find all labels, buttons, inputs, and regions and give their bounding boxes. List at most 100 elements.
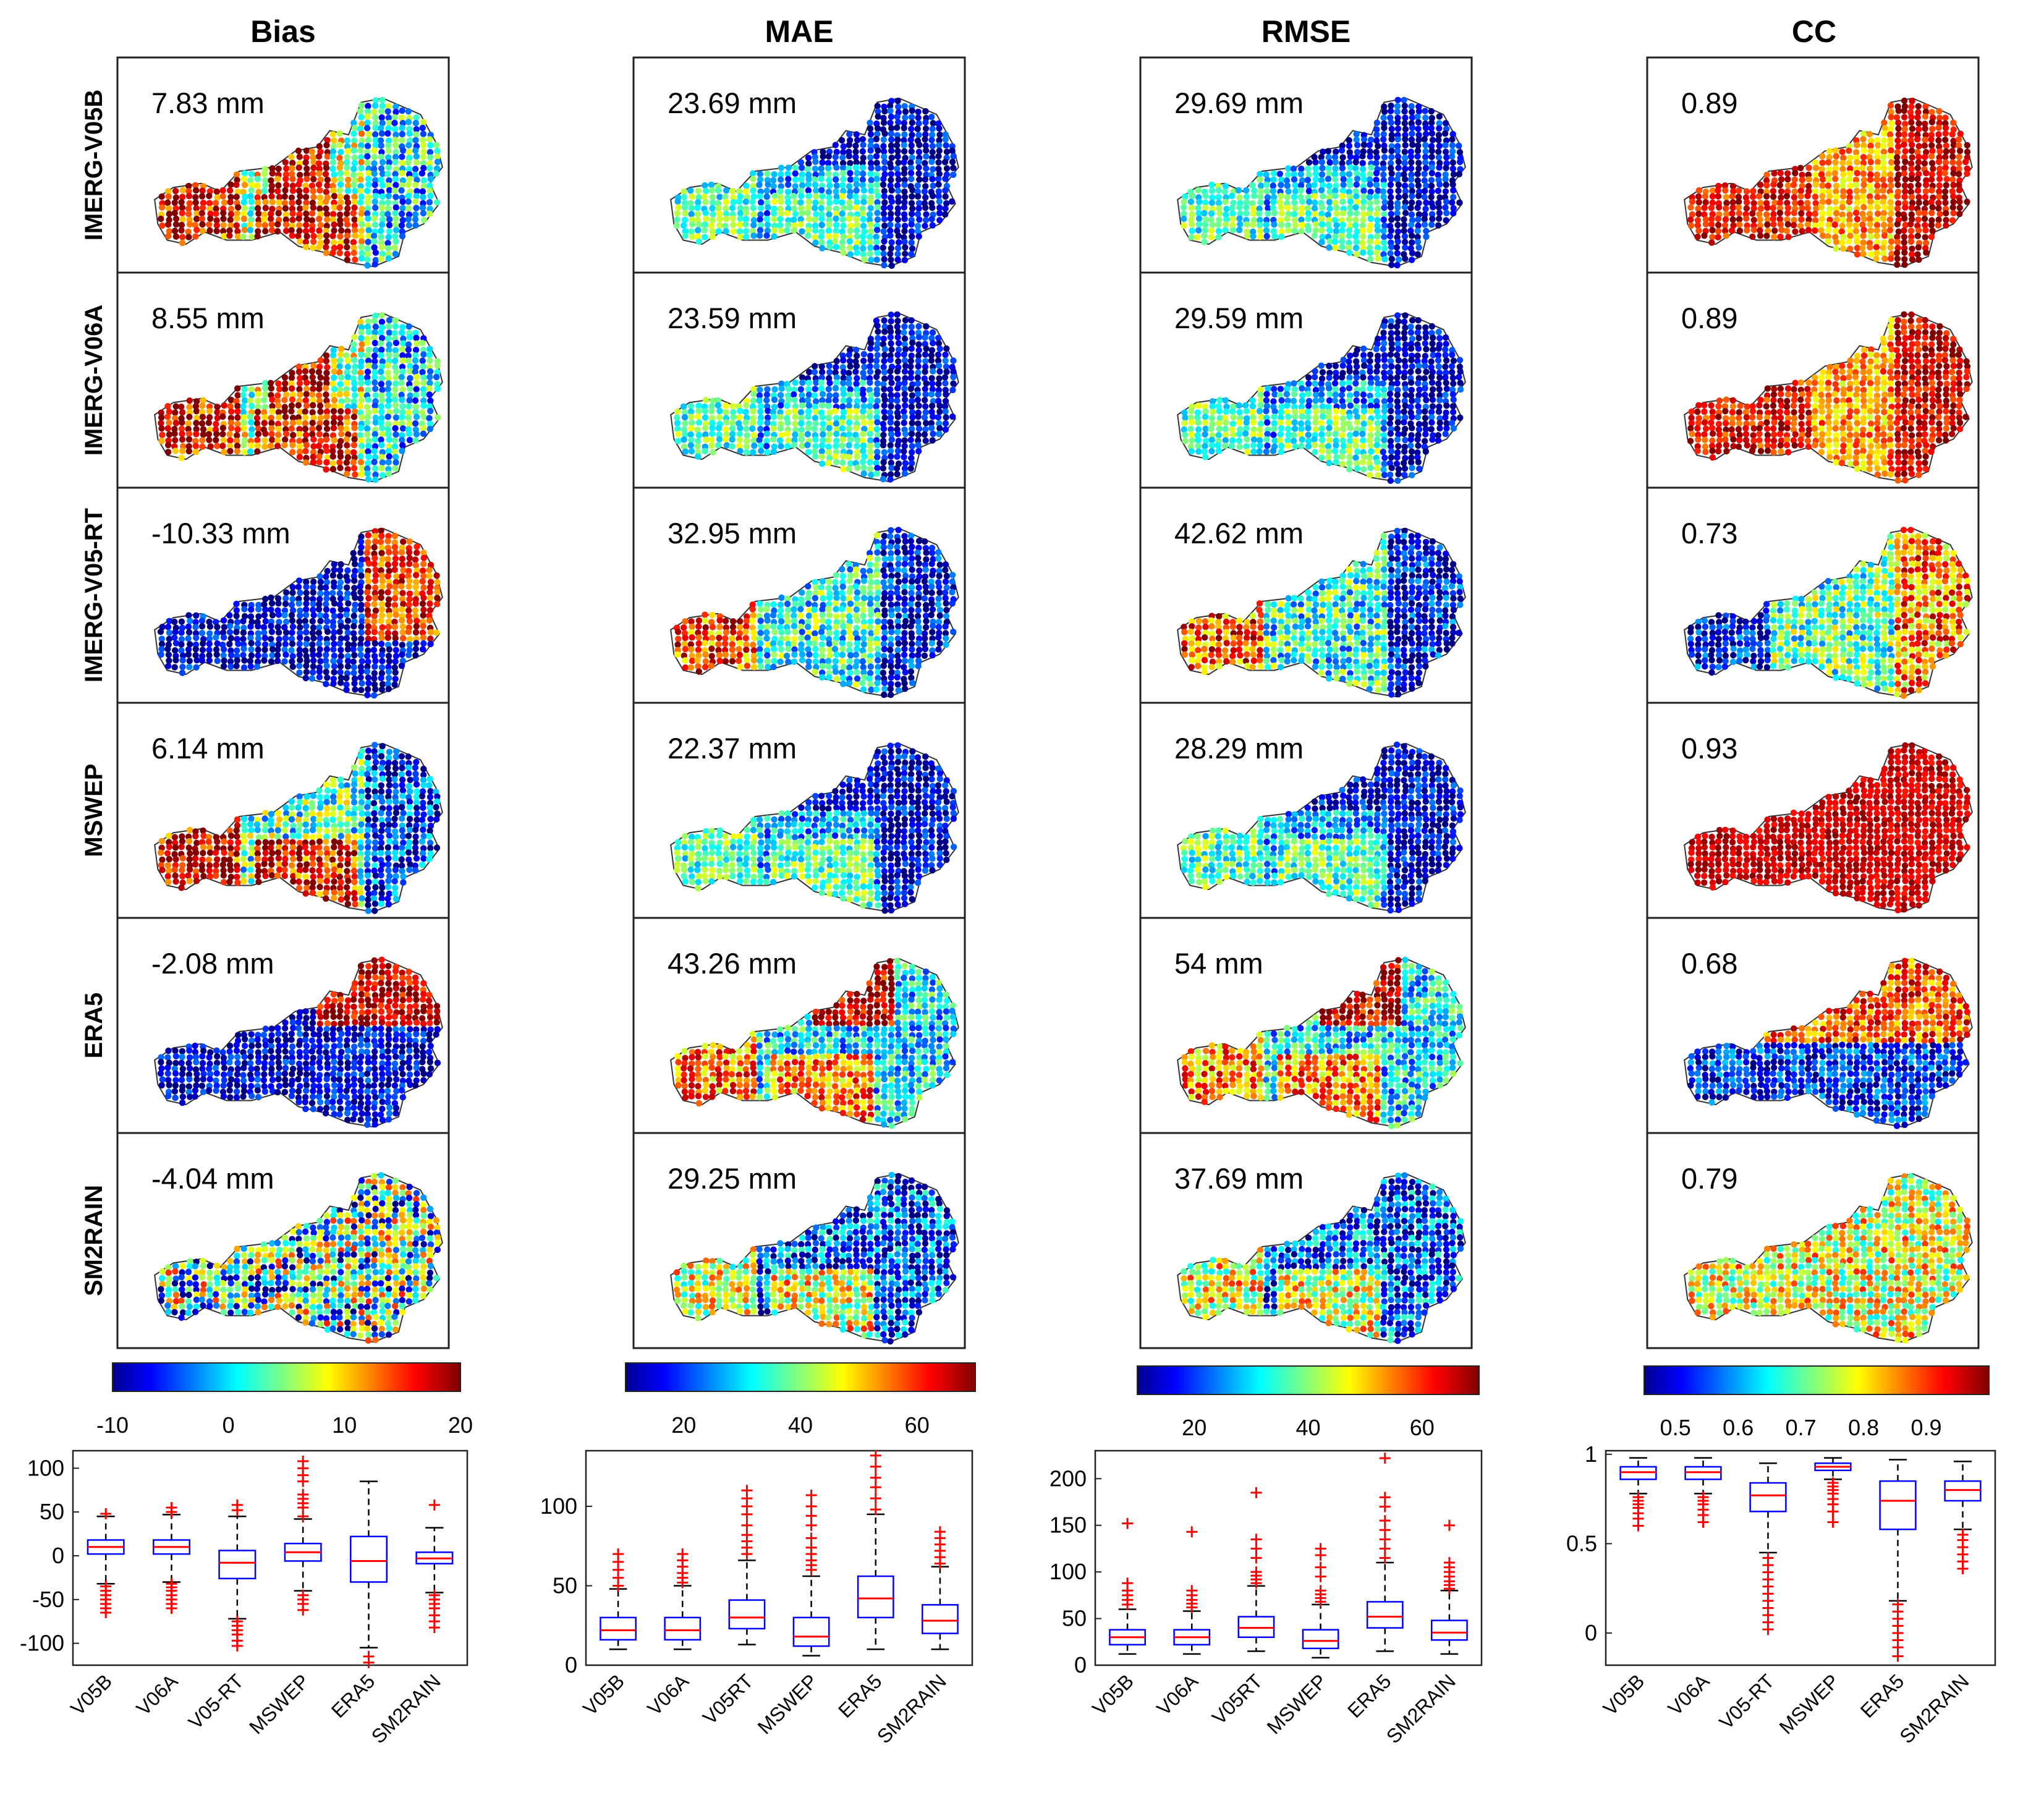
station-point [200,1076,206,1083]
station-point [371,855,378,862]
station-point [908,114,915,121]
station-point [302,368,309,375]
station-point [172,1286,179,1293]
station-point [378,227,384,234]
station-point [420,402,427,409]
station-point [323,216,331,223]
station-point [165,441,172,449]
station-point [384,765,391,771]
station-point [179,1093,186,1100]
station-point [282,1019,289,1026]
station-point [344,205,351,212]
station-point [324,628,331,635]
station-point [234,1285,241,1292]
station-point [868,177,875,184]
station-point [315,629,323,636]
station-point [165,1093,172,1100]
station-point [337,996,344,1003]
station-point [386,838,393,845]
station-point [771,233,778,240]
station-point [344,629,351,636]
station-point [372,114,379,121]
station-point [379,1184,386,1190]
station-point [852,346,860,354]
station-point [791,397,798,404]
station-point [412,583,419,590]
station-point [186,856,193,863]
station-point [372,204,379,211]
station-point [247,1053,254,1060]
station-point [805,232,812,239]
station-point [192,443,199,449]
station-point [420,554,427,561]
station-point [846,380,852,387]
station-point [370,334,378,341]
station-point [282,1246,289,1254]
station-point [337,1020,344,1027]
station-point [206,192,213,200]
station-point [247,448,254,455]
station-point [371,448,378,455]
station-point [255,1059,262,1066]
station-point [358,1053,365,1060]
station-point [268,872,276,879]
station-point [337,1224,345,1231]
station-point [357,674,364,681]
station-point [323,651,329,658]
station-point [412,849,419,856]
station-point [358,895,365,902]
station-point [854,391,861,398]
station-point [186,866,193,873]
station-point [393,573,400,580]
station-point [901,159,907,166]
station-point [950,357,957,364]
station-point [274,849,282,856]
station-point [358,1309,365,1316]
station-point [296,855,303,862]
station-point [405,770,412,777]
station-point [372,142,379,149]
station-point [337,1302,344,1309]
station-point [907,385,915,393]
station-point [737,215,744,222]
station-point [392,611,399,618]
station-point [379,159,386,166]
station-point [371,783,378,789]
station-point [261,1245,268,1253]
station-point [268,629,276,635]
station-point [337,351,344,358]
station-point [812,227,819,234]
station-point [398,663,405,669]
station-point [874,216,881,223]
station-point [874,380,881,387]
station-point [378,640,385,648]
station-point [812,182,819,189]
station-point [303,1275,310,1282]
station-point [392,216,399,223]
station-point [220,437,227,444]
station-point [357,183,364,190]
station-point [275,1048,282,1055]
station-point [420,1285,428,1292]
station-point [219,1049,226,1056]
station-point [846,204,853,211]
station-point [295,215,302,222]
station-point [405,346,412,353]
station-point [371,198,378,205]
station-point [357,873,364,880]
station-point [350,147,357,154]
station-point [805,386,812,393]
station-point [295,181,302,188]
station-point [254,409,261,415]
station-point [867,239,873,246]
station-point [407,385,413,392]
station-point [846,215,852,223]
station-point [240,442,247,449]
station-point [331,221,337,228]
station-point [352,901,358,908]
station-point [887,368,894,375]
station-point [426,368,434,375]
station-point [213,222,220,229]
station-point [840,391,847,397]
station-point [399,205,406,211]
